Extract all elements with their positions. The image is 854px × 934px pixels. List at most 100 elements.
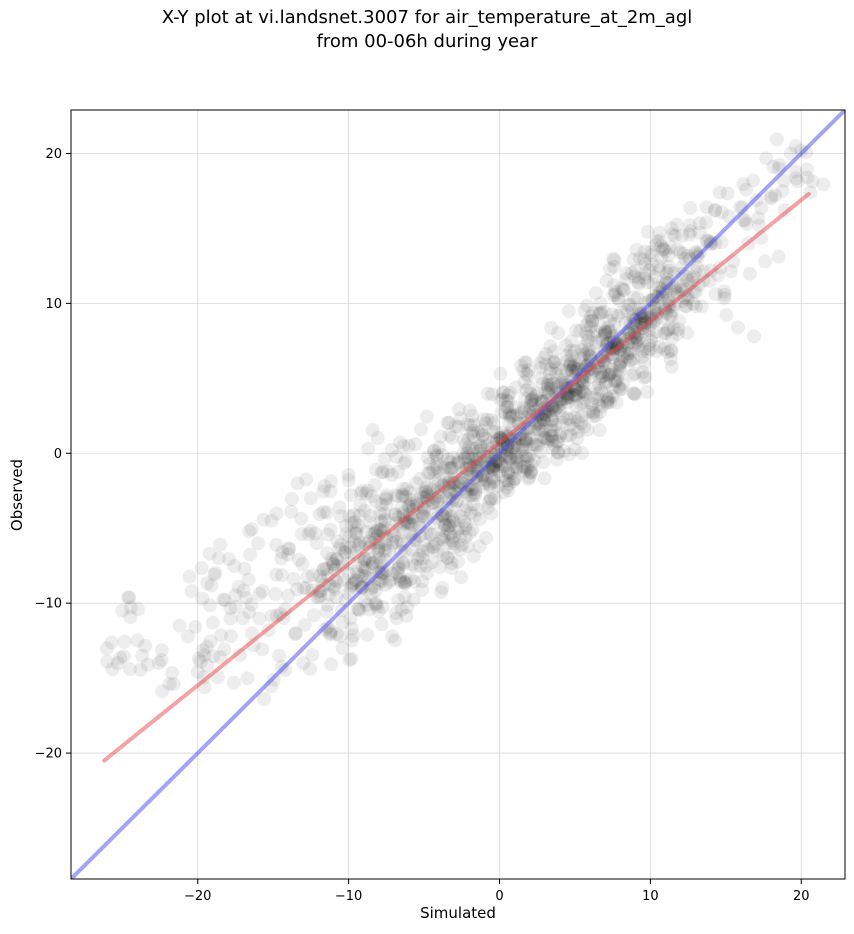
data-point bbox=[434, 585, 449, 600]
data-point bbox=[717, 284, 732, 299]
data-point bbox=[626, 386, 641, 401]
data-point bbox=[708, 287, 723, 302]
data-point bbox=[482, 459, 497, 474]
data-point bbox=[419, 409, 434, 424]
data-point bbox=[533, 356, 548, 371]
data-point bbox=[347, 515, 362, 530]
data-point bbox=[508, 471, 523, 486]
data-point bbox=[444, 561, 459, 576]
data-point bbox=[388, 633, 403, 648]
data-point bbox=[546, 355, 561, 370]
data-point bbox=[642, 337, 657, 352]
data-point bbox=[347, 576, 362, 591]
data-point bbox=[394, 500, 409, 515]
data-point bbox=[576, 339, 591, 354]
data-point bbox=[397, 576, 412, 591]
data-point bbox=[274, 568, 289, 583]
data-point bbox=[589, 324, 604, 339]
data-point bbox=[534, 370, 549, 385]
data-point bbox=[461, 440, 476, 455]
data-point bbox=[641, 344, 656, 359]
data-point bbox=[422, 481, 437, 496]
data-point bbox=[692, 216, 707, 231]
data-point bbox=[771, 249, 786, 264]
data-point bbox=[530, 438, 545, 453]
data-point bbox=[790, 174, 805, 189]
data-point bbox=[593, 296, 608, 311]
data-point bbox=[117, 634, 132, 649]
data-point bbox=[415, 551, 430, 566]
data-point bbox=[550, 361, 565, 376]
data-point bbox=[631, 275, 646, 290]
data-point bbox=[564, 390, 579, 405]
data-point bbox=[420, 450, 435, 465]
data-point bbox=[138, 638, 153, 653]
data-point bbox=[535, 422, 550, 437]
data-point bbox=[609, 395, 624, 410]
data-point bbox=[546, 376, 561, 391]
data-point bbox=[384, 442, 399, 457]
data-point bbox=[545, 423, 560, 438]
data-point bbox=[434, 531, 449, 546]
data-point bbox=[361, 441, 376, 456]
data-point bbox=[389, 534, 404, 549]
data-point bbox=[708, 202, 723, 217]
data-point bbox=[616, 350, 631, 365]
data-point bbox=[303, 661, 318, 676]
data-point bbox=[444, 460, 459, 475]
data-point bbox=[516, 363, 531, 378]
data-point bbox=[338, 527, 353, 542]
data-point bbox=[652, 339, 667, 354]
data-point bbox=[368, 494, 383, 509]
data-point bbox=[549, 400, 564, 415]
data-point bbox=[466, 417, 481, 432]
data-point bbox=[601, 391, 616, 406]
data-point bbox=[611, 291, 626, 306]
data-point bbox=[596, 369, 611, 384]
data-point bbox=[432, 440, 447, 455]
data-point bbox=[388, 606, 403, 621]
data-point bbox=[368, 583, 383, 598]
data-point bbox=[122, 662, 137, 677]
data-point bbox=[668, 283, 683, 298]
data-point bbox=[300, 569, 315, 584]
data-point bbox=[524, 392, 539, 407]
data-point bbox=[442, 461, 457, 476]
data-point bbox=[385, 566, 400, 581]
data-point bbox=[565, 387, 580, 402]
data-point bbox=[544, 380, 559, 395]
data-point bbox=[522, 470, 537, 485]
data-point bbox=[416, 544, 431, 559]
data-point bbox=[510, 461, 525, 476]
data-point bbox=[213, 650, 228, 665]
data-point bbox=[523, 386, 538, 401]
data-point bbox=[763, 189, 778, 204]
data-point bbox=[613, 363, 628, 378]
data-point bbox=[656, 242, 671, 257]
data-point bbox=[284, 504, 299, 519]
data-point bbox=[442, 428, 457, 443]
data-point bbox=[329, 590, 344, 605]
data-point bbox=[601, 367, 616, 382]
data-point bbox=[493, 392, 508, 407]
data-point bbox=[395, 487, 410, 502]
data-point bbox=[500, 400, 515, 415]
data-point bbox=[488, 491, 503, 506]
data-point bbox=[432, 465, 447, 480]
data-point bbox=[640, 275, 655, 290]
data-point bbox=[431, 494, 446, 509]
data-point bbox=[274, 659, 289, 674]
data-point bbox=[451, 456, 466, 471]
data-point bbox=[353, 581, 368, 596]
data-point bbox=[581, 314, 596, 329]
data-point bbox=[613, 329, 628, 344]
data-point bbox=[468, 488, 483, 503]
data-point bbox=[430, 543, 445, 558]
data-point bbox=[524, 396, 539, 411]
data-point bbox=[558, 338, 573, 353]
data-point bbox=[264, 609, 279, 624]
data-point bbox=[278, 663, 293, 678]
data-point bbox=[610, 373, 625, 388]
data-point bbox=[499, 473, 514, 488]
data-point bbox=[554, 396, 569, 411]
